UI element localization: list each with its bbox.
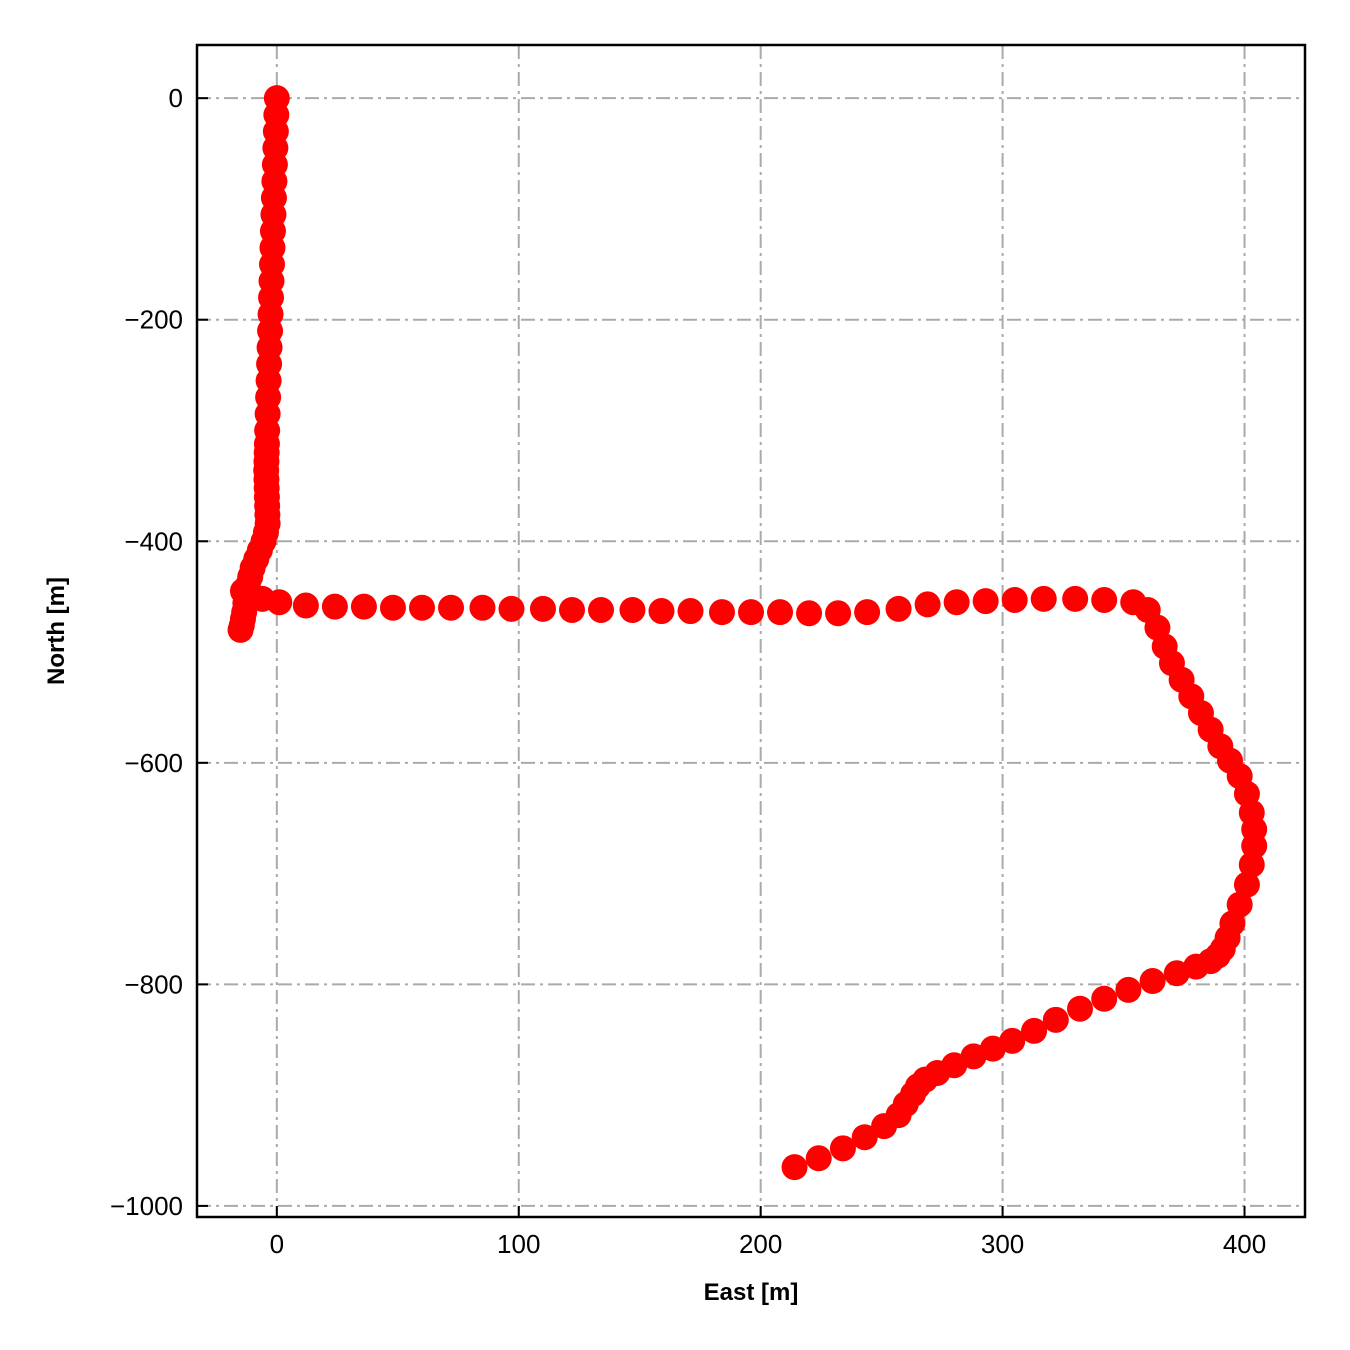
- y-tick-label: −200: [124, 305, 183, 335]
- axis-ticks: 0 100 200 300 400 0 −200 −400 −600 −800 −1000: [110, 83, 1266, 1259]
- y-tick-label: −800: [124, 969, 183, 999]
- trajectory-point: [781, 1154, 808, 1181]
- trajectory-point: [871, 1113, 898, 1140]
- trajectory-point: [1233, 871, 1260, 898]
- trajectory-point: [914, 591, 941, 618]
- x-tick-label: 200: [739, 1229, 782, 1259]
- trajectory-point: [558, 596, 585, 623]
- y-tick-label: −400: [124, 526, 183, 556]
- trajectory-point: [1021, 1017, 1048, 1044]
- trajectory-point: [227, 616, 254, 643]
- trajectory-point: [588, 596, 615, 623]
- y-tick-label: −1000: [110, 1191, 183, 1221]
- x-tick-label: 0: [270, 1229, 284, 1259]
- trajectory-point: [943, 589, 970, 616]
- trajectory-point: [438, 594, 465, 621]
- trajectory-point: [885, 595, 912, 622]
- trajectory-point: [408, 594, 435, 621]
- trajectory-point: [796, 600, 823, 627]
- trajectory-point: [1139, 968, 1166, 995]
- x-axis-label: East [m]: [704, 1279, 799, 1306]
- trajectory-point: [498, 595, 525, 622]
- trajectory-point: [529, 595, 556, 622]
- grid: [197, 45, 1305, 1217]
- trajectory-points: [227, 85, 1268, 1181]
- trajectory-point: [379, 594, 406, 621]
- trajectory-point: [708, 599, 735, 626]
- trajectory-point: [1091, 985, 1118, 1012]
- plot-frame: [195, 43, 1307, 1219]
- trajectory-point: [1067, 995, 1094, 1022]
- trajectory-point: [738, 599, 764, 626]
- y-tick-label: 0: [169, 83, 183, 113]
- trajectory-point: [1163, 960, 1190, 987]
- trajectory-point: [767, 599, 794, 626]
- y-tick-label: −600: [124, 748, 183, 778]
- trajectory-point: [469, 594, 496, 621]
- trajectory-point: [1238, 851, 1265, 878]
- trajectory-point: [972, 588, 999, 615]
- trajectory-point: [805, 1145, 832, 1172]
- trajectory-point: [829, 1135, 856, 1162]
- trajectory-point: [1042, 1006, 1069, 1033]
- trajectory-point: [350, 593, 377, 620]
- trajectory-point: [854, 599, 881, 626]
- trajectory-point: [1115, 976, 1142, 1003]
- x-tick-label: 300: [981, 1229, 1024, 1259]
- trajectory-point: [1001, 586, 1028, 613]
- trajectory-point: [851, 1124, 878, 1151]
- trajectory-point: [619, 596, 646, 623]
- x-tick-label: 400: [1223, 1229, 1266, 1259]
- trajectory-point: [1091, 586, 1118, 613]
- y-axis-label: North [m]: [43, 577, 70, 685]
- trajectory-point: [677, 598, 704, 625]
- trajectory-point: [960, 1043, 987, 1070]
- trajectory-point: [1030, 585, 1057, 612]
- trajectory-point: [321, 593, 348, 620]
- trajectory-point: [1062, 585, 1089, 612]
- trajectory-point: [292, 592, 319, 619]
- trajectory-point: [266, 589, 293, 616]
- trajectory-point: [825, 600, 852, 627]
- x-tick-label: 100: [497, 1229, 540, 1259]
- trajectory-point: [648, 598, 675, 625]
